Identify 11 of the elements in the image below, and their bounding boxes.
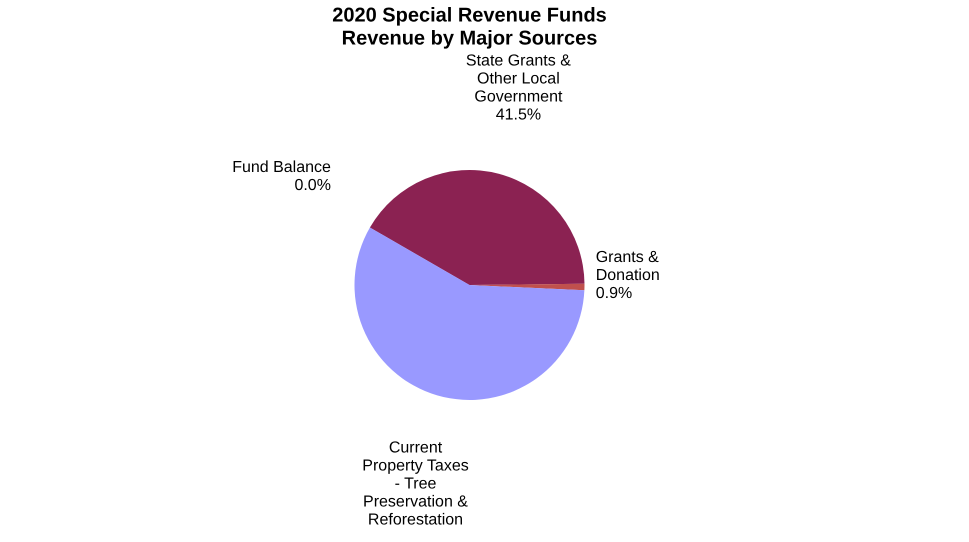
slice-label: Current Property Taxes - Tree Preservation & Reforestation bbox=[362, 439, 469, 528]
pie-slice bbox=[370, 170, 584, 285]
chart-subtitle: Revenue by Major Sources bbox=[342, 28, 598, 50]
data-label: 0.9% bbox=[596, 285, 632, 302]
chart-title: 2020 Special Revenue Funds bbox=[332, 4, 607, 27]
slice-label: Grants & Donation bbox=[596, 249, 660, 284]
category-label: Fund Balance bbox=[232, 159, 331, 176]
pie-slice bbox=[354, 228, 584, 400]
text: 0.0% bbox=[294, 177, 331, 194]
slice-label: State Grants & Other Local Government bbox=[466, 52, 572, 106]
data-label: 41.5% bbox=[496, 106, 542, 124]
